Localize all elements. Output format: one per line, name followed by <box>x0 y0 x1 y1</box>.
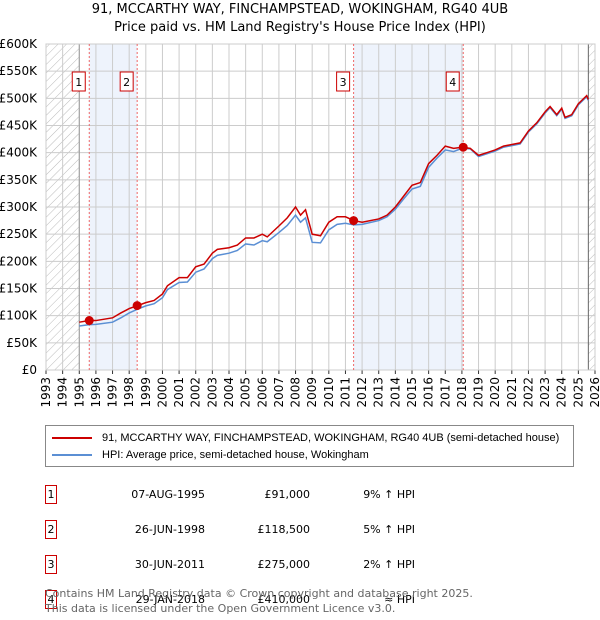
x-tick-label: 1995 <box>72 377 86 408</box>
y-tick-label: £150K <box>0 282 38 296</box>
legend: 91, MCCARTHY WAY, FINCHAMPSTEAD, WOKINGH… <box>45 425 574 467</box>
y-tick-label: £300K <box>0 200 38 214</box>
x-tick-label: 2004 <box>222 377 236 408</box>
x-tick-label: 2016 <box>422 377 436 408</box>
sale-badge <box>445 71 460 92</box>
x-tick-label: 2006 <box>255 377 269 408</box>
x-tick-label: 2019 <box>472 377 486 408</box>
x-tick-label: 2015 <box>405 377 419 408</box>
table-row: 4 29-JAN-2018 £410,000 ≈ HPI <box>45 590 465 610</box>
chart-title: 91, MCCARTHY WAY, FINCHAMPSTEAD, WOKINGH… <box>91 2 509 17</box>
sale-badge-label: 1 <box>75 76 82 89</box>
table-row: 2 26-JUN-1998 £118,500 5% ↑ HPI <box>45 520 465 540</box>
sale-point <box>132 301 142 311</box>
x-tick-label: 2007 <box>272 377 286 408</box>
x-tick-label: 2023 <box>538 377 552 408</box>
y-tick-label: £600K <box>0 37 38 51</box>
x-tick-label: 1993 <box>39 377 53 408</box>
x-tick-label: 2002 <box>189 377 203 408</box>
sale-hpi-relation: 2% ↑ HPI <box>363 558 415 571</box>
y-tick-label: £100K <box>0 309 38 323</box>
y-tick-label: £250K <box>0 227 38 241</box>
y-tick-label: £550K <box>0 64 38 78</box>
legend-property-label: 91, MCCARTHY WAY, FINCHAMPSTEAD, WOKINGH… <box>102 432 560 444</box>
x-tick-label: 2020 <box>488 377 502 408</box>
x-tick-label: 2017 <box>438 377 452 408</box>
price-chart: £0 £50K £100K £150K £200K £250K £300K £350K £400… <box>0 37 600 408</box>
y-tick-label: £0 <box>22 363 37 377</box>
legend-hpi-swatch <box>52 454 92 456</box>
sale-point <box>458 142 468 152</box>
sale-date: 30-JUN-2011 <box>134 558 205 571</box>
sale-number-badge: 1 <box>45 485 57 504</box>
x-tick-label: 1999 <box>139 377 153 408</box>
sale-badge <box>119 71 134 92</box>
x-tick-label: 2001 <box>172 377 186 408</box>
x-tick-label: 2025 <box>571 377 585 408</box>
sale-price: £275,000 <box>257 558 311 571</box>
y-tick-label: £200K <box>0 254 38 268</box>
x-tick-label: 2026 <box>588 377 600 408</box>
sale-badge-label: 4 <box>449 76 456 89</box>
x-tick-label: 2018 <box>455 377 469 408</box>
x-tick-label: 2021 <box>505 377 519 408</box>
sale-badge-label: 3 <box>340 76 347 89</box>
x-tick-label: 2009 <box>305 377 319 408</box>
x-tick-label: 2014 <box>388 377 402 408</box>
y-tick-label: £500K <box>0 91 38 105</box>
sale-point <box>84 316 94 326</box>
legend-hpi-label: HPI: Average price, semi-detached house,… <box>102 449 369 461</box>
x-tick-label: 1998 <box>122 377 136 408</box>
table-row: 3 30-JUN-2011 £275,000 2% ↑ HPI <box>45 555 465 575</box>
sale-date: 26-JUN-1998 <box>134 523 205 536</box>
sale-price: £91,000 <box>264 488 311 501</box>
y-tick-label: £350K <box>0 173 38 187</box>
x-tick-label: 2024 <box>555 377 569 408</box>
footer-line2: This data is licensed under the Open Gov… <box>45 602 396 615</box>
sale-price: £118,500 <box>257 523 311 536</box>
sale-badge <box>71 71 86 92</box>
sale-date: 07-AUG-1995 <box>131 488 205 501</box>
sale-number-badge: 2 <box>45 520 57 539</box>
sale-badge <box>336 71 351 92</box>
footer-line1: Contains HM Land Registry data © Crown c… <box>45 587 473 600</box>
x-tick-label: 1996 <box>89 377 103 408</box>
property-line <box>79 94 590 323</box>
sale-hpi-relation: ≈ HPI <box>384 593 415 606</box>
x-tick-label: 2008 <box>289 377 303 408</box>
x-tick-label: 2000 <box>155 377 169 408</box>
sale-price: £410,000 <box>257 593 311 606</box>
sale-hpi-relation: 9% ↑ HPI <box>363 488 415 501</box>
sale-badge-label: 2 <box>123 76 130 89</box>
x-tick-label: 2010 <box>322 377 336 408</box>
sale-number-badge: 4 <box>45 590 57 609</box>
plot-frame <box>45 43 596 371</box>
sale-point <box>349 216 359 226</box>
x-tick-label: 2005 <box>239 377 253 408</box>
sale-number-badge: 3 <box>45 555 57 574</box>
x-tick-label: 2011 <box>338 377 352 408</box>
sale-date: 29-JAN-2018 <box>135 593 205 606</box>
x-tick-label: 2022 <box>521 377 535 408</box>
y-tick-label: £50K <box>6 336 38 350</box>
y-tick-label: £450K <box>0 119 38 133</box>
legend-property-swatch <box>52 437 92 439</box>
x-tick-label: 2003 <box>205 377 219 408</box>
x-tick-label: 2012 <box>355 377 369 408</box>
sale-hpi-relation: 5% ↑ HPI <box>363 523 415 536</box>
table-row: 1 07-AUG-1995 £91,000 9% ↑ HPI <box>45 485 465 505</box>
y-tick-label: £400K <box>0 146 38 160</box>
x-tick-label: 1994 <box>56 377 70 408</box>
chart-subtitle: Price paid vs. HM Land Registry's House … <box>114 20 486 35</box>
x-tick-label: 2013 <box>372 377 386 408</box>
x-tick-label: 1997 <box>106 377 120 408</box>
